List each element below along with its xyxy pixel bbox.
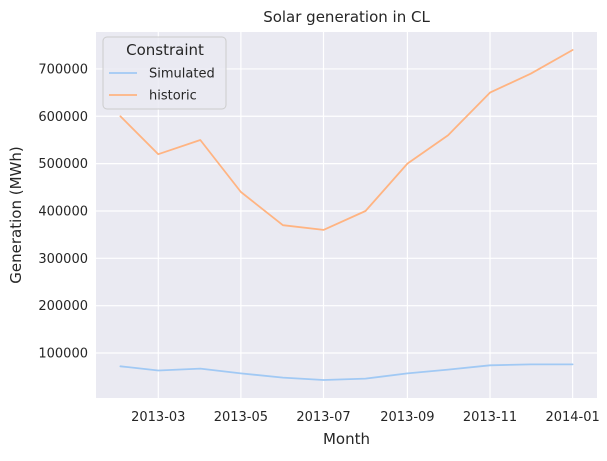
x-tick-label: 2013-09	[380, 410, 434, 425]
x-axis-label: Month	[323, 430, 370, 448]
y-tick-label: 600000	[38, 110, 88, 125]
series-line-simulated	[119, 363, 574, 381]
x-axis-ticks: 2013-03 2013-05 2013-07 2013-09 2013-11 2014-…	[131, 410, 600, 425]
y-tick-label: 500000	[38, 157, 88, 172]
y-axis-label: Generation (MWh)	[7, 146, 25, 283]
x-tick-label: 2013-05	[214, 410, 268, 425]
legend-label-historic: historic	[149, 89, 197, 104]
y-tick-label: 700000	[38, 62, 88, 77]
x-tick-label: 2013-11	[463, 410, 517, 425]
x-tick-label: 2014-01	[545, 410, 599, 425]
legend-title: Constraint	[126, 41, 204, 59]
y-tick-label: 300000	[38, 252, 88, 267]
x-tick-label: 2013-07	[296, 410, 350, 425]
legend-items: Simulated historic	[109, 67, 215, 104]
series-line-historic	[119, 49, 574, 231]
y-tick-label: 400000	[38, 204, 88, 219]
legend-label-simulated: Simulated	[149, 67, 215, 82]
legend: Constraint Simulated historic	[102, 36, 227, 110]
series-lines	[119, 49, 574, 381]
legend-box	[102, 36, 227, 110]
y-tick-label: 200000	[38, 299, 88, 314]
y-tick-label: 100000	[38, 347, 88, 362]
y-axis-ticks: 100000 200000 300000 400000 500000 600000 7000…	[38, 62, 88, 361]
x-tick-label: 2013-03	[131, 410, 185, 425]
chart-title: Solar generation in CL	[263, 8, 430, 26]
